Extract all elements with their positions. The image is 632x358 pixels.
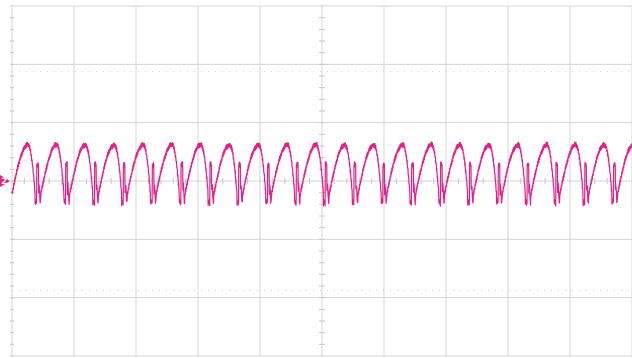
channel-2-trace: [11, 141, 632, 207]
series-line: [11, 141, 632, 207]
channel-2-marker-arrow: [0, 175, 10, 187]
channel-2-ground-marker: 2: [0, 175, 10, 187]
center-axis-ticks: [10, 5, 632, 357]
channel-2-marker-label: 2: [1, 177, 7, 187]
